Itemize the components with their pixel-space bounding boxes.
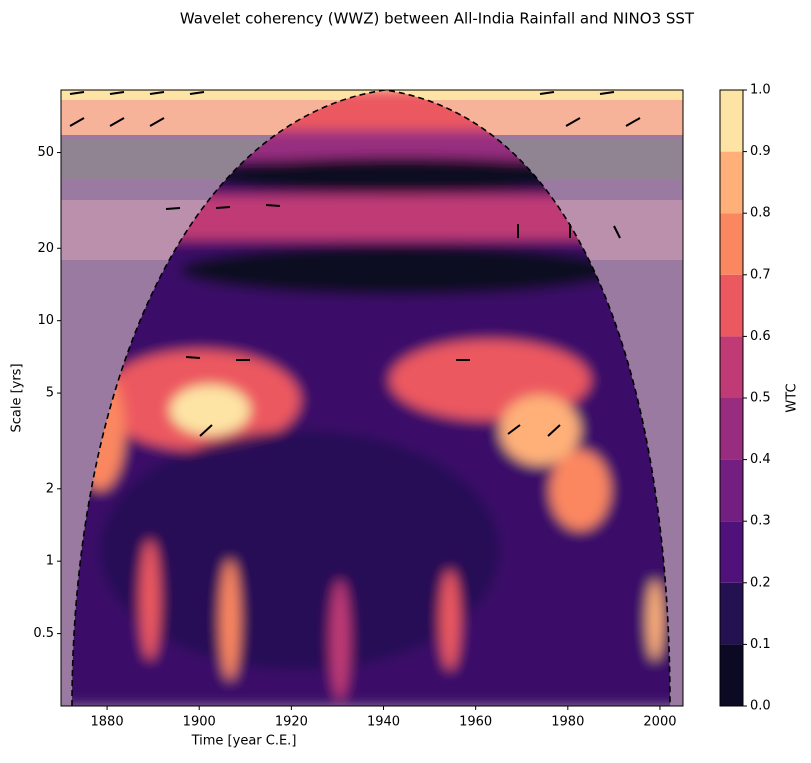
y-tick-label: 20 [37,241,54,256]
colorbar-tick-label: 0.2 [750,575,771,590]
colorbar-tick-label: 0.4 [750,452,771,467]
plot-frame [60,89,684,707]
colorbar-tick-label: 0.7 [750,267,771,282]
cone-of-influence [71,90,671,706]
colorbar-band [720,213,743,275]
y-tick-label: 0.5 [33,626,54,641]
y-axis-label: Scale [yrs] [10,363,25,432]
colorbar-band [720,644,743,706]
y-tick-label: 50 [37,145,54,160]
colorbar-tick-label: 1.0 [750,83,771,98]
y-tick-label: 1 [46,554,54,569]
y-tick-label: 2 [46,481,54,496]
coherence-field [61,90,683,706]
colorbar-label: WTC [785,383,800,412]
y-tick-label: 5 [46,386,54,401]
colorbar-tick-label: 0.1 [750,637,771,652]
colorbar-band [720,398,743,460]
x-tick-label: 1900 [183,715,216,730]
x-axis-label: Time [year C.E.] [191,734,297,749]
y-tick-label: 10 [37,313,54,328]
colorbar-band [720,151,743,214]
colorbar-band [720,521,743,583]
x-tick-label: 1940 [367,715,400,730]
colorbar-tick-label: 0.3 [750,514,771,529]
colorbar-tick-label: 0.0 [750,699,771,714]
x-tick-label: 1920 [275,715,308,730]
x-tick-label: 1960 [459,715,492,730]
chart-title: Wavelet coherency (WWZ) between All-Indi… [180,10,695,28]
phase-arrows [69,91,641,437]
colorbar-band [720,274,743,337]
colorbar-band [720,582,743,645]
colorbar-band [720,90,743,152]
colorbar-band [720,459,743,522]
colorbar-tick-label: 0.6 [750,329,771,344]
colorbar-tick-label: 0.9 [750,144,771,159]
colorbar-tick-label: 0.5 [750,391,771,406]
colorbar-tick-label: 0.8 [750,206,771,221]
x-tick-label: 2000 [643,715,676,730]
x-tick-label: 1880 [91,715,124,730]
axes: 1880 1900 1920 1940 1960 1980 2000 0.5 1 2 5 10 20 50… [33,83,770,730]
colorbar-band [720,336,743,398]
x-tick-label: 1980 [551,715,584,730]
